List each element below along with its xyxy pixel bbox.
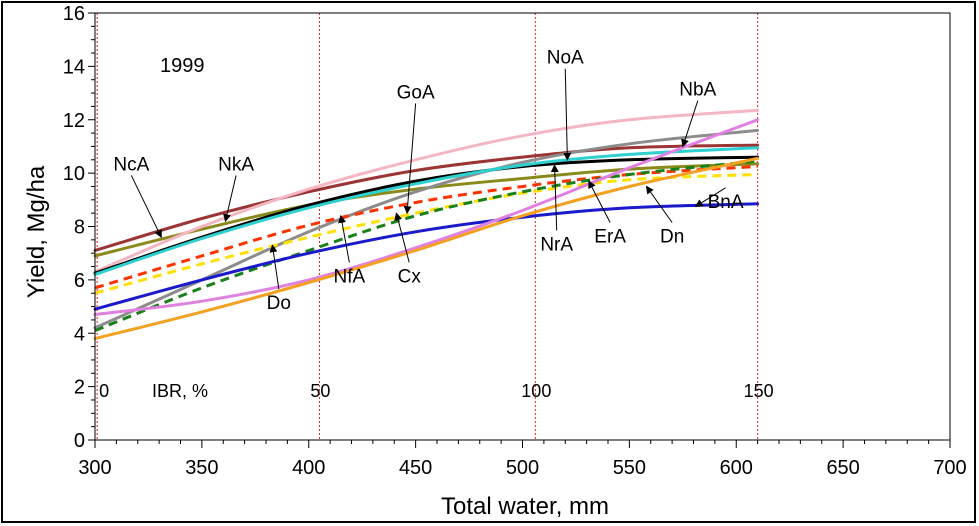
annotation-arrow-nfa	[338, 214, 350, 263]
annotation-arrow-nka	[223, 175, 237, 223]
x-tick-label: 300	[78, 457, 111, 479]
series-line-noa	[93, 108, 760, 274]
annotation-group: NcA NkA GoA NoA NbA Do NfA Cx NrA ErA Dn BnA	[113, 48, 743, 315]
x-tick-label: 650	[826, 457, 859, 479]
annotation-label-nba: NbA	[679, 80, 716, 101]
ibr-label-100: 100	[521, 381, 551, 401]
series-line-dn	[93, 156, 760, 341]
series-line-goa	[93, 155, 760, 275]
y-tick-label: 10	[63, 163, 85, 185]
annotation-label-bna: BnA	[708, 192, 744, 213]
x-tick-label: 400	[292, 457, 325, 479]
y-tick-label: 12	[63, 110, 85, 132]
series-line-bna	[93, 202, 760, 311]
annotation-arrow-do	[269, 244, 280, 290]
y-tick-label: 4	[74, 323, 85, 345]
annotation-arrow-nca	[130, 175, 162, 239]
x-tick-label: 500	[506, 457, 539, 479]
y-tick-label: 0	[74, 430, 85, 452]
annotation-arrow-nba	[681, 100, 699, 148]
x-tick-label: 600	[720, 457, 753, 479]
annotation-arrow-bna	[694, 187, 726, 208]
series-group	[93, 108, 760, 341]
annotation-label-nra: NrA	[540, 235, 573, 256]
ibr-label-150: 150	[744, 381, 774, 401]
x-axis-title: Total water, mm	[441, 493, 609, 520]
y-tick-label: 16	[63, 3, 85, 25]
y-tick-label: 2	[74, 377, 85, 399]
annotation-label-nka: NkA	[218, 154, 254, 175]
annotation-label-noa: NoA	[547, 48, 584, 69]
annotation-arrow-era	[588, 180, 611, 223]
series-line-unlabeled-5	[93, 146, 760, 276]
annotation-label-cx: Cx	[398, 267, 422, 288]
annotation-label-goa: GoA	[397, 82, 435, 103]
annotation-arrow-cx	[394, 212, 410, 263]
x-tick-label: 550	[613, 457, 646, 479]
x-tick-label: 450	[399, 457, 432, 479]
y-axis-title: Yield, Mg/ha	[23, 165, 50, 298]
annotation-label-nca: NcA	[113, 154, 149, 175]
y-tick-label: 14	[63, 56, 85, 78]
year-label: 1999	[160, 55, 205, 77]
annotation-arrow-dn	[645, 185, 673, 223]
series-line-nca	[93, 143, 760, 252]
series-line-do	[94, 173, 758, 295]
annotation-label-dn: Dn	[660, 227, 684, 248]
annotation-label-era: ErA	[594, 227, 626, 248]
y-tick-label: 6	[74, 270, 85, 292]
annotation-arrow-noa	[563, 68, 572, 161]
series-line-cx	[94, 159, 758, 332]
ibr-axis-label: IBR, %	[152, 381, 208, 401]
annotation-label-nfa: NfA	[334, 267, 366, 288]
annotation-arrow-nra	[550, 164, 559, 231]
ibr-label-0: 0	[99, 381, 109, 401]
annotation-arrow-goa	[403, 103, 417, 215]
x-tick-label: 350	[185, 457, 218, 479]
series-line-nra	[94, 165, 758, 290]
x-tick-label: 700	[933, 457, 966, 479]
ibr-label-50: 50	[310, 381, 330, 401]
annotation-label-do: Do	[267, 293, 291, 314]
y-tick-label: 8	[74, 217, 85, 239]
plot-area-border	[94, 12, 951, 441]
series-line-nfa	[93, 118, 760, 317]
